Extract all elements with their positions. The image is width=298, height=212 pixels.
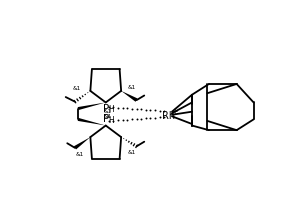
Text: P: P — [103, 114, 110, 124]
Polygon shape — [78, 102, 106, 110]
Polygon shape — [74, 137, 90, 149]
Text: &1: &1 — [128, 150, 136, 155]
Text: Rh: Rh — [162, 110, 176, 121]
Polygon shape — [121, 91, 138, 102]
Text: &1: &1 — [128, 85, 136, 90]
Text: &1: &1 — [75, 152, 84, 156]
Text: H: H — [108, 105, 114, 114]
Text: &1: &1 — [103, 114, 111, 119]
Text: H: H — [108, 116, 114, 125]
Text: +: + — [171, 107, 178, 116]
Text: &1: &1 — [72, 86, 81, 91]
Text: &1: &1 — [103, 109, 111, 114]
Polygon shape — [78, 118, 106, 126]
Text: P: P — [103, 104, 110, 114]
